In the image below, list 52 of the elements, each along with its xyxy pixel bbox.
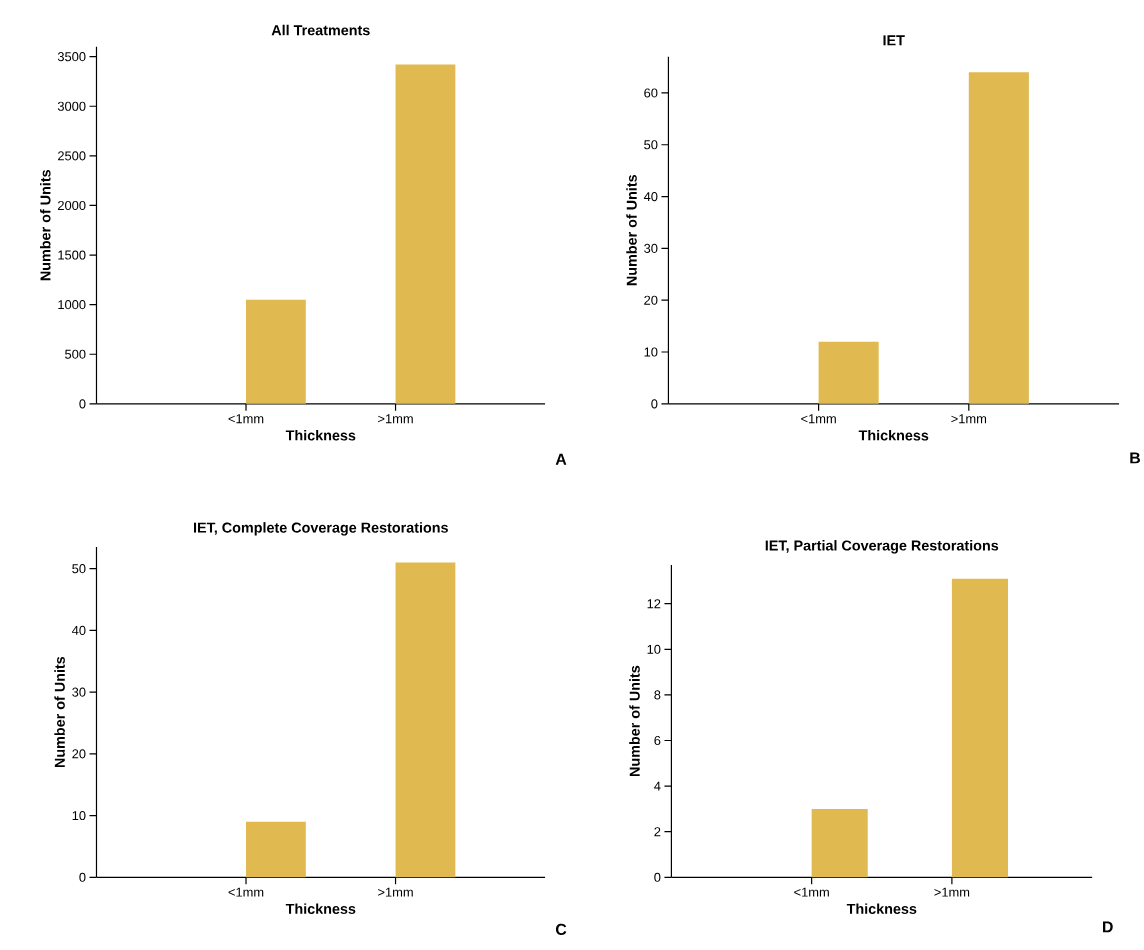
y-axis-title: Number of Units <box>54 656 65 768</box>
x-tick-label: >1mm <box>951 414 987 424</box>
chart-title: All Treatments <box>271 24 370 36</box>
text: A <box>555 453 567 465</box>
x-axis-title: Thickness <box>846 903 917 915</box>
y-tick-label: 1000 <box>58 300 86 310</box>
x-axis-title: Thickness <box>285 903 356 915</box>
chart-title: IET, Complete Coverage Restorations <box>193 522 448 536</box>
y-tick-label: 10 <box>644 347 658 357</box>
x-tick-label: >1mm <box>378 414 413 424</box>
x-tick-label: <1mm <box>801 414 836 424</box>
y-tick-label: 50 <box>644 140 658 150</box>
x-tick-label: >1mm <box>378 887 413 897</box>
y-tick-label: 4 <box>654 781 661 791</box>
y-axis-title: Number of Units <box>626 175 637 286</box>
chart-title: IET <box>883 35 905 46</box>
y-tick-label: 2 <box>654 827 661 837</box>
x-tick-label: >1mm <box>934 887 970 897</box>
y-tick-label: 1500 <box>58 250 86 260</box>
y-tick-label: 0 <box>654 872 661 882</box>
x-axis-title: Thickness <box>858 430 929 441</box>
x-tick-label: <1mm <box>794 887 829 897</box>
y-tick-label: 500 <box>65 349 86 359</box>
y-tick-label: 60 <box>644 88 658 98</box>
y-tick-label: 2000 <box>58 200 86 211</box>
y-tick-label: 10 <box>647 644 661 654</box>
y-tick-label: 40 <box>643 192 658 202</box>
y-tick-label: 40 <box>71 625 86 635</box>
y-tick-label: 12 <box>647 599 661 609</box>
y-tick-label: 0 <box>79 872 86 882</box>
x-axis-title: Thickness <box>285 430 356 441</box>
text: C <box>555 923 567 935</box>
y-tick-label: 10 <box>72 811 86 821</box>
chart-title: IET, Partial Coverage Restorations <box>765 540 999 554</box>
y-tick-label: 20 <box>72 749 86 759</box>
y-tick-label: 0 <box>79 399 86 409</box>
y-tick-label: 8 <box>654 690 661 700</box>
y-axis-title: Number of Units <box>40 170 51 281</box>
y-tick-label: 20 <box>644 295 658 305</box>
y-tick-label: 50 <box>72 564 86 574</box>
x-tick-label: <1mm <box>228 414 264 424</box>
y-tick-label: 3500 <box>57 52 86 62</box>
y-axis-title: Number of Units <box>629 665 640 777</box>
x-tick-label: <1mm <box>228 887 264 897</box>
text: D <box>1103 921 1113 933</box>
text: B <box>1130 452 1140 464</box>
y-tick-label: 30 <box>72 687 86 697</box>
y-tick-label: 30 <box>644 243 658 253</box>
y-tick-label: 2500 <box>58 151 86 161</box>
y-tick-label: 3000 <box>57 101 86 111</box>
y-tick-label: 0 <box>651 399 658 409</box>
y-tick-label: 6 <box>654 735 661 746</box>
